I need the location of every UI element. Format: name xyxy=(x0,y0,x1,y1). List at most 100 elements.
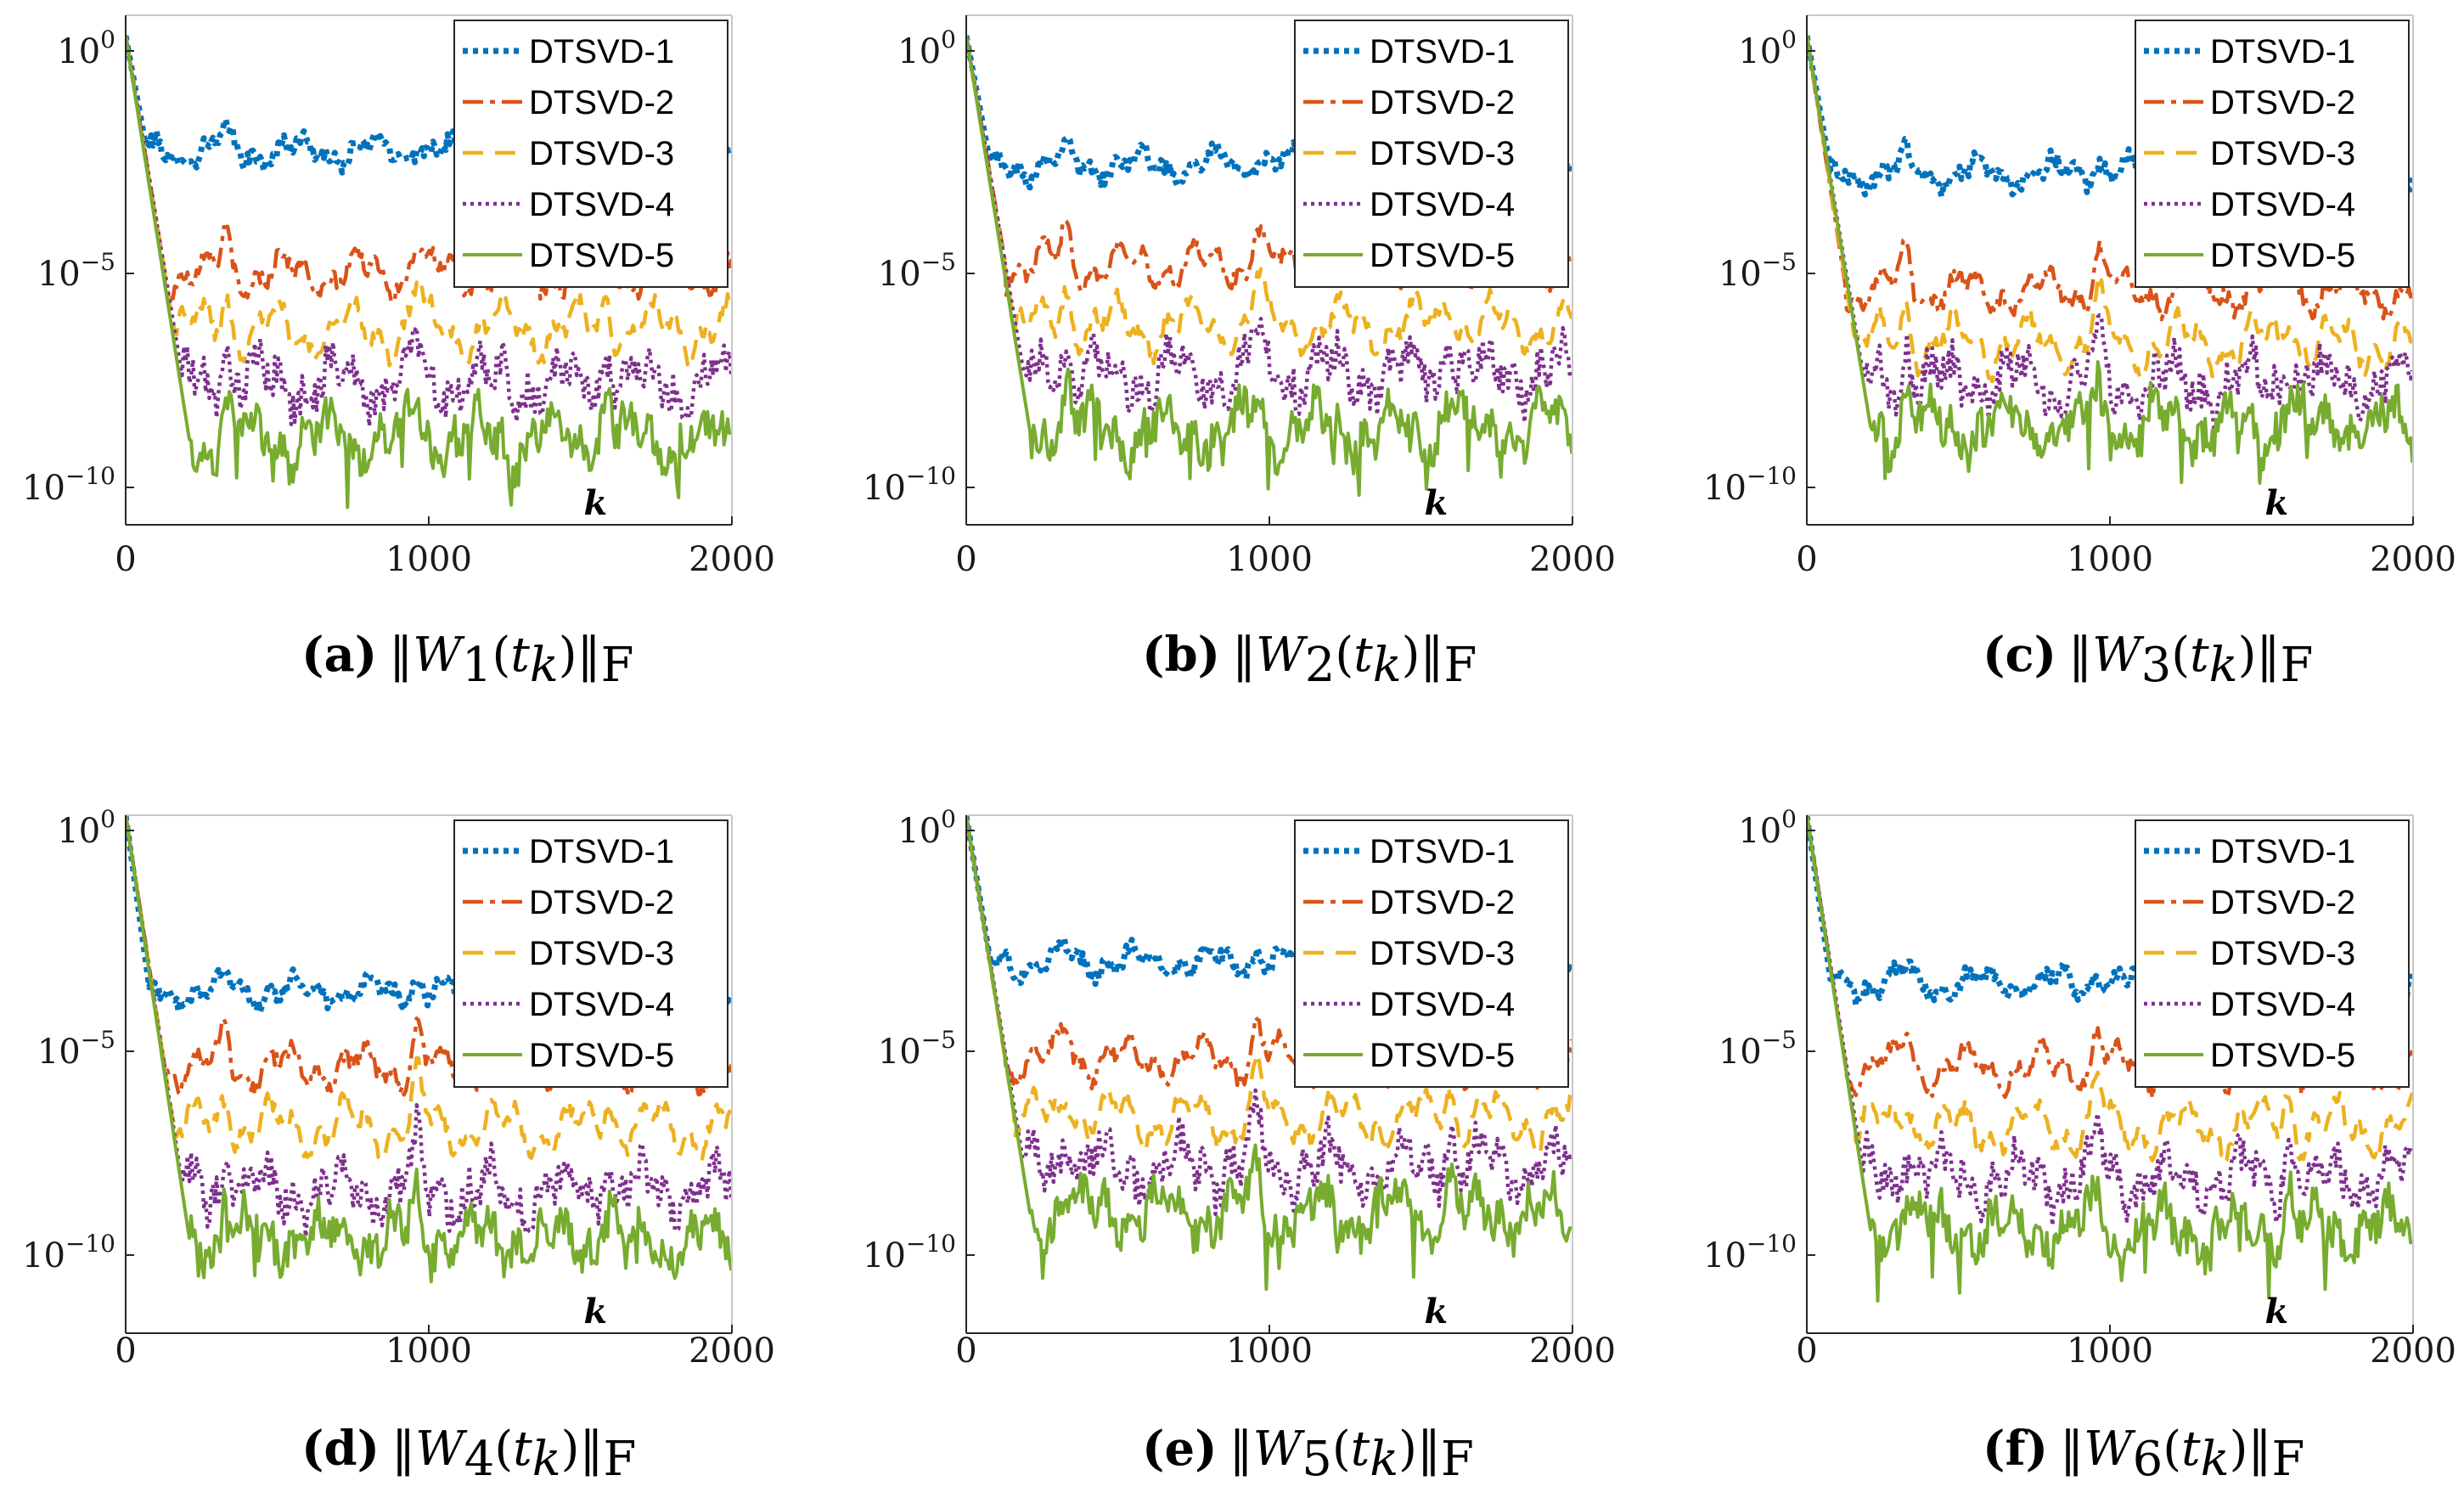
y-tick-label: 100 xyxy=(57,805,115,851)
legend-label: DTSVD-2 xyxy=(1370,884,1515,921)
y-tick-label: 10−5 xyxy=(37,248,115,294)
legend-label: DTSVD-1 xyxy=(2210,833,2355,870)
y-tick-label: 100 xyxy=(1738,805,1797,851)
panel-c: 100 10−5 10−10 0 1000 2000 k DTSVD-1 DTSVD-2 DTSV… xyxy=(1703,14,2456,693)
x-tick-label: 0 xyxy=(955,540,976,579)
legend-label: DTSVD-5 xyxy=(1370,1037,1515,1074)
y-tick-label: 10−5 xyxy=(37,1026,115,1072)
series-dtsvd-1 xyxy=(126,815,732,1015)
series-dtsvd-5 xyxy=(126,815,732,1284)
x-tick-label: 1000 xyxy=(1226,1332,1313,1371)
series-dtsvd-3 xyxy=(966,35,1572,366)
y-tick-label: 10−10 xyxy=(22,462,115,508)
x-axis-label: k xyxy=(1424,1292,1448,1332)
panel-caption: (c) ‖W3(tk)‖F xyxy=(1983,627,2313,693)
legend: DTSVD-1 DTSVD-2 DTSVD-3 DTSVD-4 DTSVD-5 xyxy=(2135,20,2410,288)
x-tick-label: 2000 xyxy=(2370,1332,2456,1371)
x-tick-label: 1000 xyxy=(2067,540,2153,579)
series-dtsvd-3 xyxy=(126,35,732,370)
legend-label: DTSVD-2 xyxy=(2210,84,2355,121)
legend-label: DTSVD-1 xyxy=(2210,33,2355,70)
legend-label: DTSVD-3 xyxy=(2210,135,2355,172)
series-dtsvd-5 xyxy=(966,815,1572,1292)
legend-label: DTSVD-3 xyxy=(1370,935,1515,972)
series-dtsvd-5 xyxy=(1807,35,2413,485)
legend-label: DTSVD-1 xyxy=(529,33,674,70)
y-tick-label: 10−5 xyxy=(1719,1026,1797,1072)
series-dtsvd-3 xyxy=(966,815,1572,1156)
series-dtsvd-2 xyxy=(1807,35,2413,322)
legend-label: DTSVD-2 xyxy=(529,84,674,121)
x-tick-label: 0 xyxy=(955,1332,976,1371)
legend-label: DTSVD-4 xyxy=(2210,986,2355,1023)
legend: DTSVD-1 DTSVD-2 DTSVD-3 DTSVD-4 DTSVD-5 xyxy=(1294,819,1569,1088)
series-dtsvd-4 xyxy=(1807,35,2413,434)
series-dtsvd-4 xyxy=(1807,815,2413,1228)
legend-label: DTSVD-3 xyxy=(529,135,674,172)
legend-label: DTSVD-5 xyxy=(2210,237,2355,274)
series-dtsvd-3 xyxy=(126,815,732,1162)
legend-label: DTSVD-3 xyxy=(2210,935,2355,972)
x-axis-label: k xyxy=(583,1292,607,1332)
legend-label: DTSVD-5 xyxy=(1370,237,1515,274)
x-axis-label: k xyxy=(583,483,607,523)
y-tick-label: 10−10 xyxy=(863,462,956,508)
panel-caption: (f) ‖W6(tk)‖F xyxy=(1983,1421,2304,1487)
x-axis-label: k xyxy=(2264,1292,2288,1332)
legend-label: DTSVD-4 xyxy=(1370,186,1515,223)
legend: DTSVD-1 DTSVD-2 DTSVD-3 DTSVD-4 DTSVD-5 xyxy=(453,20,729,288)
y-tick-label: 10−10 xyxy=(22,1230,115,1275)
y-tick-label: 100 xyxy=(1738,25,1797,71)
y-tick-label: 10−10 xyxy=(1703,1230,1797,1275)
series-dtsvd-5 xyxy=(1807,815,2413,1303)
x-tick-label: 0 xyxy=(1796,540,1817,579)
x-tick-label: 1000 xyxy=(1226,540,1313,579)
legend-label: DTSVD-4 xyxy=(529,986,674,1023)
legend-label: DTSVD-3 xyxy=(529,935,674,972)
legend-label: DTSVD-1 xyxy=(1370,833,1515,870)
x-tick-label: 1000 xyxy=(2067,1332,2153,1371)
legend-label: DTSVD-4 xyxy=(529,186,674,223)
x-tick-label: 2000 xyxy=(1529,1332,1616,1371)
y-tick-label: 10−5 xyxy=(1719,248,1797,294)
legend-label: DTSVD-4 xyxy=(1370,986,1515,1023)
series-dtsvd-4 xyxy=(126,815,732,1239)
legend: DTSVD-1 DTSVD-2 DTSVD-3 DTSVD-4 DTSVD-5 xyxy=(2135,819,2410,1088)
panel-caption: (e) ‖W5(tk)‖F xyxy=(1142,1421,1474,1487)
series-dtsvd-5 xyxy=(126,35,732,510)
x-tick-label: 2000 xyxy=(689,540,775,579)
y-tick-label: 10−10 xyxy=(1703,462,1797,508)
legend-label: DTSVD-2 xyxy=(1370,84,1515,121)
y-tick-label: 10−5 xyxy=(878,1026,956,1072)
panel-caption: (a) ‖W1(tk)‖F xyxy=(301,627,634,693)
series-dtsvd-5 xyxy=(966,35,1572,498)
legend: DTSVD-1 DTSVD-2 DTSVD-3 DTSVD-4 DTSVD-5 xyxy=(1294,20,1569,288)
legend: DTSVD-1 DTSVD-2 DTSVD-3 DTSVD-4 DTSVD-5 xyxy=(453,819,729,1088)
x-tick-label: 0 xyxy=(115,540,136,579)
legend-label: DTSVD-1 xyxy=(1370,33,1515,70)
legend-label: DTSVD-5 xyxy=(529,237,674,274)
panel-f: 100 10−5 10−10 0 1000 2000 k DTSVD-1 DTSVD-2 DTSV… xyxy=(1703,805,2456,1487)
y-tick-label: 10−5 xyxy=(878,248,956,294)
y-tick-label: 100 xyxy=(57,25,115,71)
legend-label: DTSVD-5 xyxy=(529,1037,674,1074)
legend-label: DTSVD-2 xyxy=(2210,884,2355,921)
x-tick-label: 2000 xyxy=(1529,540,1616,579)
y-tick-label: 100 xyxy=(897,805,956,851)
legend-label: DTSVD-1 xyxy=(529,833,674,870)
series-dtsvd-3 xyxy=(1807,35,2413,384)
series-dtsvd-4 xyxy=(126,35,732,428)
panel-caption: (d) ‖W4(tk)‖F xyxy=(301,1421,636,1487)
x-tick-label: 1000 xyxy=(385,1332,472,1371)
series-dtsvd-3 xyxy=(1807,815,2413,1163)
legend-label: DTSVD-3 xyxy=(1370,135,1515,172)
y-tick-label: 10−10 xyxy=(863,1230,956,1275)
x-axis-label: k xyxy=(2264,483,2288,523)
x-tick-label: 2000 xyxy=(2370,540,2456,579)
x-tick-label: 0 xyxy=(1796,1332,1817,1371)
